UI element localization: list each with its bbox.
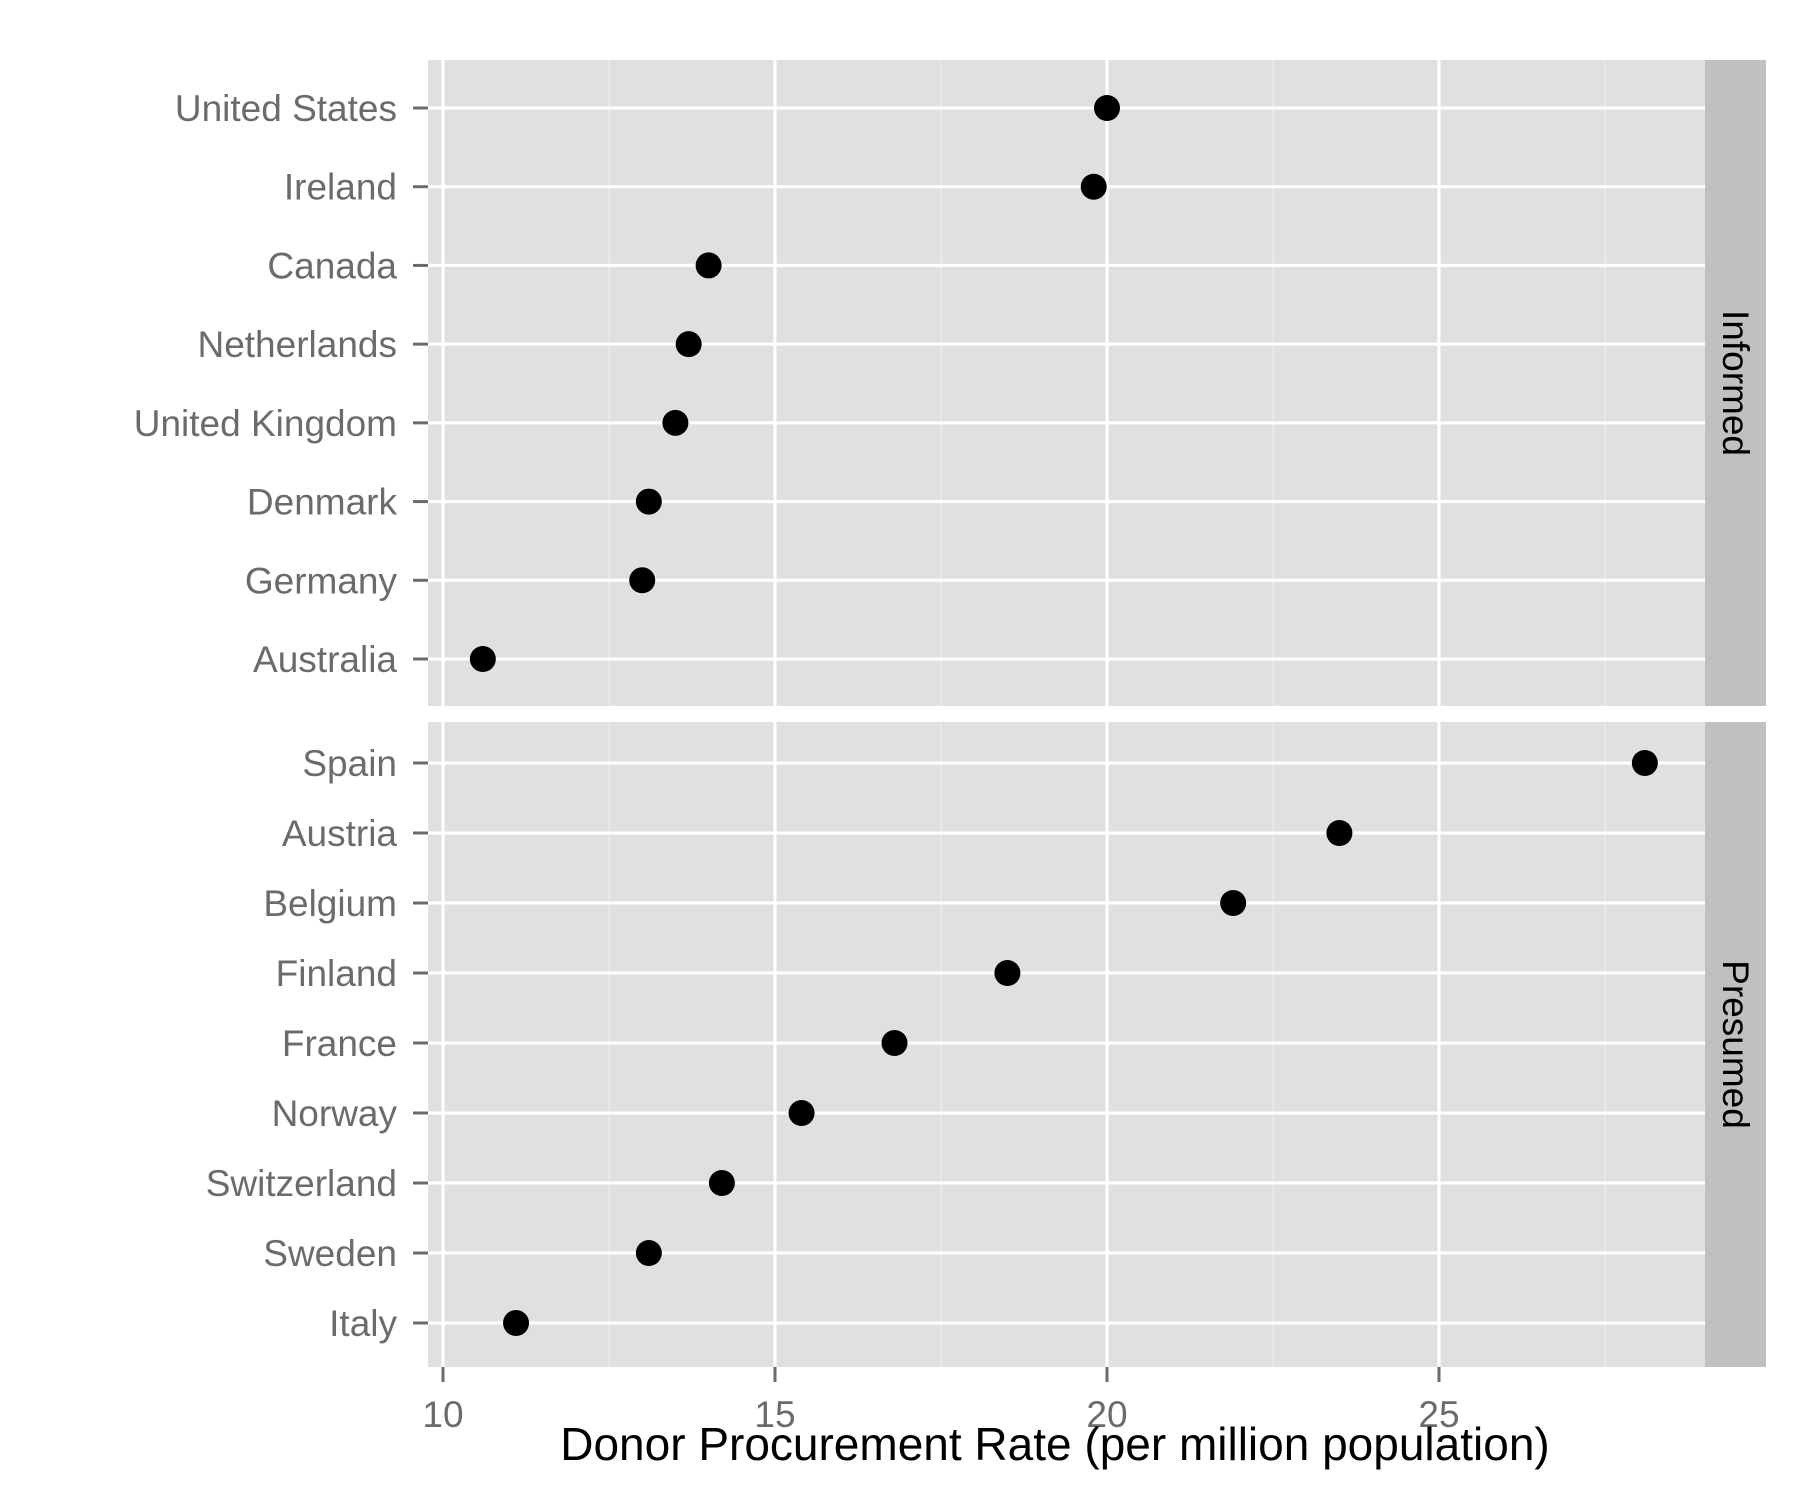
facet-panel-presumed: Spain Austria Belgium Finland France Norway Sw… <box>206 722 1766 1367</box>
category-label: United States <box>175 88 397 129</box>
data-point <box>788 1100 815 1126</box>
data-point <box>635 1240 662 1266</box>
data-point <box>708 1170 735 1196</box>
category-label: Norway <box>272 1093 398 1134</box>
data-point <box>635 488 662 515</box>
category-label: Denmark <box>247 482 398 523</box>
data-point <box>675 331 702 358</box>
category-label: Germany <box>245 560 398 601</box>
data-point <box>1326 820 1353 846</box>
category-label: Netherlands <box>197 324 397 365</box>
facet-strip-label: Presumed <box>1715 960 1756 1129</box>
data-point <box>695 252 722 279</box>
category-label: Italy <box>329 1303 397 1344</box>
category-label: Australia <box>253 639 397 680</box>
data-point <box>1220 890 1247 916</box>
data-point <box>994 960 1021 986</box>
panel-background <box>428 60 1705 706</box>
data-point <box>662 409 689 436</box>
x-tick-label: 15 <box>754 1394 795 1435</box>
category-label: France <box>282 1023 397 1064</box>
data-point <box>1094 95 1120 121</box>
category-label: Sweden <box>263 1233 397 1274</box>
data-point <box>881 1030 908 1056</box>
panels-layer: United States Ireland Canada Netherlands Uni… <box>134 60 1766 1367</box>
category-label: Belgium <box>263 883 397 924</box>
facet-strip <box>1705 60 1766 706</box>
category-label: Switzerland <box>206 1163 397 1204</box>
category-label: Finland <box>276 953 397 994</box>
category-label: United Kingdom <box>134 403 397 444</box>
category-label: Austria <box>282 813 398 854</box>
axis-layer: 10 15 20 25 <box>422 1367 1460 1435</box>
facet-panel-informed: United States Ireland Canada Netherlands Uni… <box>134 60 1766 706</box>
x-tick-label: 25 <box>1418 1394 1459 1435</box>
data-point <box>469 646 496 672</box>
x-tick-label: 20 <box>1086 1394 1127 1435</box>
data-point <box>1080 173 1107 200</box>
facet-strip-label: Informed <box>1715 310 1756 456</box>
facet-strip <box>1705 722 1766 1367</box>
category-label: Canada <box>267 245 397 286</box>
data-point <box>1631 750 1658 776</box>
x-axis-title: Donor Procurement Rate (per million popu… <box>560 1418 1549 1470</box>
category-label: Ireland <box>284 167 397 208</box>
data-point <box>503 1310 530 1336</box>
x-tick-label: 10 <box>422 1394 463 1435</box>
category-label: Spain <box>302 743 397 784</box>
data-point <box>629 567 656 594</box>
